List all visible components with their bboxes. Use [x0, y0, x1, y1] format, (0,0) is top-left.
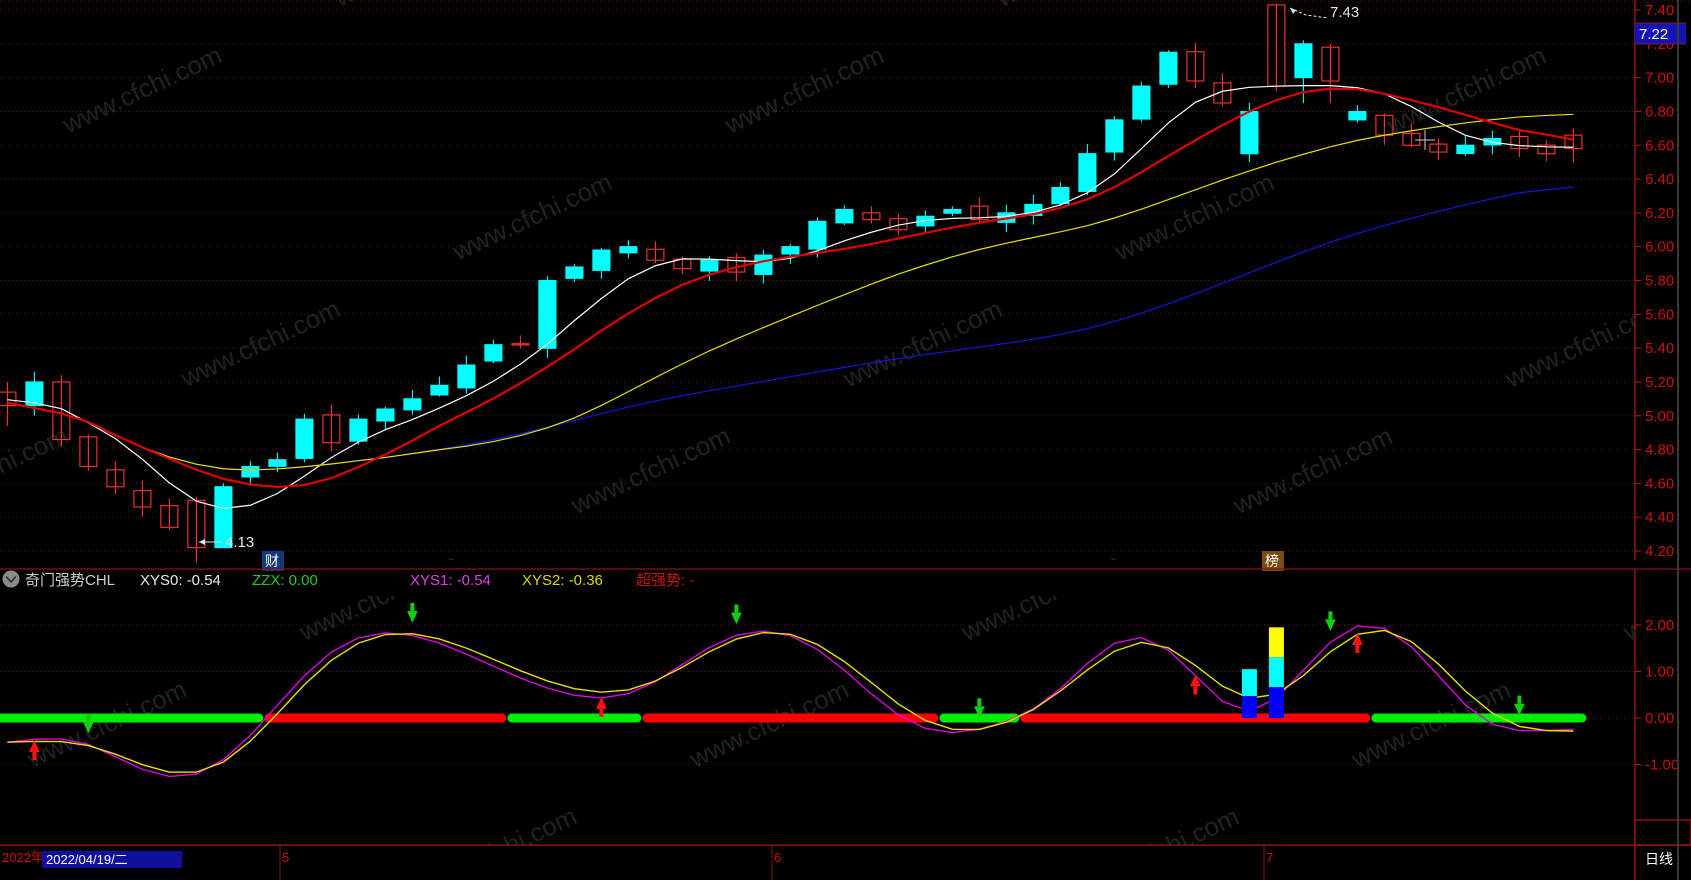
- svg-text:2.00: 2.00: [1645, 617, 1674, 634]
- svg-text:-1.00: -1.00: [1645, 757, 1679, 774]
- svg-text:ZZX: 0.00: ZZX: 0.00: [252, 572, 318, 589]
- svg-text:6.40: 6.40: [1645, 171, 1674, 188]
- svg-text:6.00: 6.00: [1645, 239, 1674, 256]
- svg-text:6.60: 6.60: [1645, 137, 1674, 154]
- svg-text:5.20: 5.20: [1645, 374, 1674, 391]
- svg-text:6.20: 6.20: [1645, 205, 1674, 222]
- svg-text:4.60: 4.60: [1645, 475, 1674, 492]
- svg-text:4.80: 4.80: [1645, 442, 1674, 459]
- svg-text:榜: 榜: [1265, 553, 1279, 569]
- svg-text:5.00: 5.00: [1645, 408, 1674, 425]
- svg-text:XYS2: -0.36: XYS2: -0.36: [522, 572, 603, 589]
- svg-text:2022/04/19/二: 2022/04/19/二: [46, 852, 128, 867]
- svg-text:7.00: 7.00: [1645, 70, 1674, 87]
- svg-text:0.00: 0.00: [1645, 710, 1674, 727]
- svg-text:6: 6: [774, 850, 781, 865]
- svg-text:5.60: 5.60: [1645, 306, 1674, 323]
- svg-text:5.80: 5.80: [1645, 273, 1674, 290]
- svg-text:5: 5: [282, 850, 289, 865]
- svg-text:7.22: 7.22: [1639, 26, 1668, 43]
- svg-text:7: 7: [1266, 850, 1273, 865]
- svg-text:5.40: 5.40: [1645, 340, 1674, 357]
- svg-text:XYS1: -0.54: XYS1: -0.54: [410, 572, 491, 589]
- svg-text:财: 财: [265, 553, 279, 569]
- svg-text:XYS0: -0.54: XYS0: -0.54: [140, 572, 221, 589]
- svg-text:7.40: 7.40: [1645, 2, 1674, 19]
- svg-text:4.40: 4.40: [1645, 509, 1674, 526]
- svg-text:1.00: 1.00: [1645, 664, 1674, 681]
- svg-text:超强势: -: 超强势: -: [636, 572, 694, 589]
- svg-text:7.43: 7.43: [1330, 4, 1359, 21]
- svg-text:日线: 日线: [1645, 851, 1673, 867]
- svg-text:6.80: 6.80: [1645, 103, 1674, 120]
- svg-text:4.13: 4.13: [225, 534, 254, 551]
- svg-text:奇门强势CHL: 奇门强势CHL: [25, 572, 115, 589]
- svg-text:4.20: 4.20: [1645, 543, 1674, 560]
- svg-text:2022年: 2022年: [2, 850, 44, 865]
